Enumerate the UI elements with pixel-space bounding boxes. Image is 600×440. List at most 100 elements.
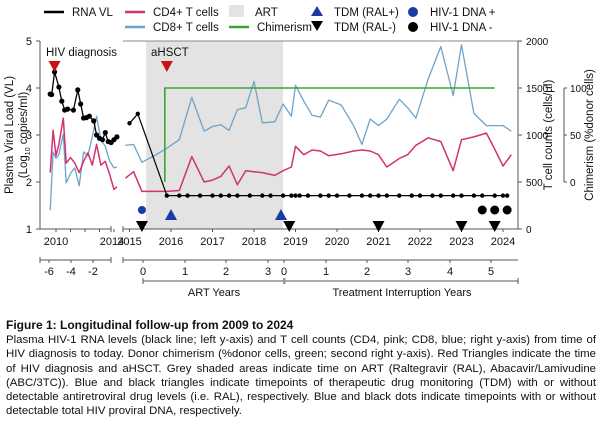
rna-vl-point: [51, 69, 58, 75]
legend-item: CD4+ T cells: [125, 7, 219, 19]
series: [47, 44, 512, 211]
figure-caption: Figure 1: Longitudinal follow-up from 20…: [6, 318, 596, 418]
y2-tick-label: 1500: [526, 84, 549, 95]
hiv-diagnosis-marker: [48, 61, 61, 72]
rna-vl-point: [99, 137, 105, 143]
rna-vl-point: [504, 193, 510, 198]
tdm-ral-negative-marker: [455, 221, 468, 232]
rna-vl-point: [260, 193, 265, 198]
legend-item: ART: [229, 5, 278, 19]
legend-item: RNA VL: [44, 7, 114, 19]
rna-vl-point: [78, 101, 84, 107]
art-years-label: ART Years: [188, 287, 241, 299]
hiv-dna-positive-marker: [137, 206, 146, 214]
cd8-line: [125, 44, 512, 163]
x-tick-label: 2019: [283, 236, 307, 248]
legend-label: HIV-1 DNA -: [430, 22, 493, 34]
rna-vl-point: [293, 193, 298, 198]
y3-tick-label: 50: [570, 131, 582, 142]
y-tick-label: 2: [26, 177, 32, 189]
legend-item: HIV-1 DNA -: [408, 22, 493, 34]
rna-vl-point: [480, 193, 485, 198]
x-tick-label: 2015: [117, 236, 141, 248]
ti-tick-label: 4: [447, 266, 453, 278]
left-axis-title: Plasma Viral Load (VL): [4, 76, 16, 194]
rna-vl-point: [59, 98, 65, 104]
cd4-line-left: [49, 117, 118, 191]
tdm-ral-negative-marker: [135, 221, 148, 232]
rna-vl-point: [459, 193, 464, 198]
x-tick-label: 2021: [366, 236, 390, 248]
legend-item: CD8+ T cells: [125, 22, 219, 34]
ti-tick-label: 1: [323, 266, 329, 278]
y2-tick-label: 1000: [526, 131, 549, 142]
rna-vl-point: [235, 193, 240, 198]
x-tick-label: 2020: [325, 236, 349, 248]
y-tick-label: 4: [26, 83, 32, 95]
ahsct-marker: [160, 61, 173, 72]
y-tick-label: 5: [26, 36, 32, 48]
rna-vl-point: [197, 193, 203, 198]
x-tick-label: 2017: [200, 236, 224, 248]
x-tick-label: 2010: [44, 236, 68, 248]
ti-tick-label: 3: [405, 266, 411, 278]
rna-vl-point: [86, 113, 92, 119]
rna-vl-point: [326, 193, 331, 198]
art-tick-label: 2: [223, 266, 229, 278]
art-tick-label: 3: [265, 266, 271, 278]
legend-item: HIV-1 DNA +: [408, 7, 496, 19]
legend-label: CD4+ T cells: [153, 7, 219, 19]
rel-tick-label: -4: [66, 266, 76, 278]
rna-vl-point: [280, 193, 286, 198]
x-tick-label: 2016: [159, 236, 183, 248]
ti-tick-label: 2: [364, 266, 370, 278]
rna-vl-point: [492, 193, 497, 198]
legend-item: TDM (RAL-): [311, 21, 396, 34]
legend-label: HIV-1 DNA +: [430, 7, 496, 19]
triangle-down-icon: [311, 21, 323, 31]
y-tick-label: 1: [26, 224, 32, 236]
hiv-dna-negative-marker: [502, 205, 512, 215]
rna-vl-point: [210, 193, 215, 198]
caption-title: Figure 1: Longitudinal follow-up from 20…: [6, 318, 294, 332]
rna-vl-point: [347, 193, 352, 198]
axis-labels: Plasma Viral Load (VL) (Log10 copies/ml) T…: [4, 69, 596, 201]
rna-vl-point: [185, 193, 190, 198]
y3-tick-label: 100: [570, 84, 587, 95]
rel-tick-label: -2: [88, 266, 98, 278]
art-tick-label: 0: [140, 266, 146, 278]
ti-years-label: Treatment Interruption Years: [332, 287, 472, 299]
art-shaded-area: [146, 41, 284, 229]
rna-vl-point: [500, 193, 506, 198]
rna-vl-point: [438, 193, 443, 198]
ti-tick-label: 0: [281, 266, 287, 278]
rna-vl-point: [114, 134, 120, 140]
y3-tick-label: 0: [570, 178, 576, 189]
triangle-up-icon: [311, 6, 323, 16]
rna-vl-point: [297, 193, 302, 198]
legend-item: Chimerism: [229, 22, 312, 34]
rna-vl-point: [334, 193, 340, 198]
chart: RNA VL CD4+ T cells ART TDM (RAL+) HIV-1 DNA…: [4, 5, 596, 299]
y2-tick-label: 0: [526, 225, 532, 236]
chimerism-axis-title: Chimerism (%donor cells): [584, 69, 596, 201]
ahsct-label: aHSCT: [151, 47, 189, 59]
rna-vl-point: [91, 118, 97, 124]
ti-tick-label: 5: [488, 266, 494, 278]
y2-tick-label: 2000: [526, 37, 549, 48]
rna-vl-point: [102, 130, 108, 136]
legend-label: TDM (RAL+): [334, 7, 399, 19]
legend-label: CD8+ T cells: [153, 22, 219, 34]
rna-vl-point: [471, 193, 477, 198]
right-axis-title: T cell counts (cells/µl): [543, 80, 555, 191]
rna-vl-point: [135, 111, 140, 117]
x-tick-label: 2014: [100, 236, 124, 248]
rna-vl-point: [268, 193, 273, 198]
x-tick-label: 2023: [449, 236, 473, 248]
rna-vl-point: [368, 193, 373, 198]
tdm-ral-negative-marker: [488, 221, 501, 232]
dot-icon: [408, 22, 418, 32]
caption-body: Plasma HIV-1 RNA levels (black line; lef…: [6, 334, 596, 418]
y2-tick-label: 500: [526, 178, 543, 189]
